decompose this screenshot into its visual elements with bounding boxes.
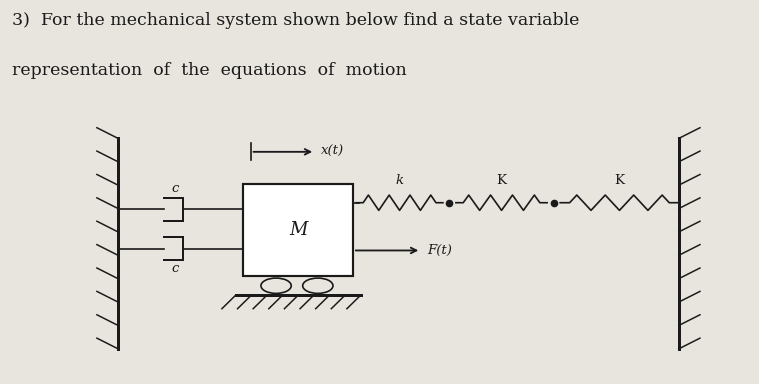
Text: representation  of  the  equations  of  motion: representation of the equations of motio… [12, 62, 407, 79]
Text: K: K [496, 174, 506, 187]
Text: M: M [289, 221, 307, 239]
Text: c: c [172, 262, 178, 275]
Text: 3)  For the mechanical system shown below find a state variable: 3) For the mechanical system shown below… [12, 12, 579, 29]
Text: c: c [172, 182, 178, 195]
Text: x(t): x(t) [321, 145, 345, 158]
Text: K: K [615, 174, 625, 187]
Bar [243, 184, 353, 276]
Text: F(t): F(t) [427, 244, 452, 257]
Text: k: k [395, 174, 404, 187]
